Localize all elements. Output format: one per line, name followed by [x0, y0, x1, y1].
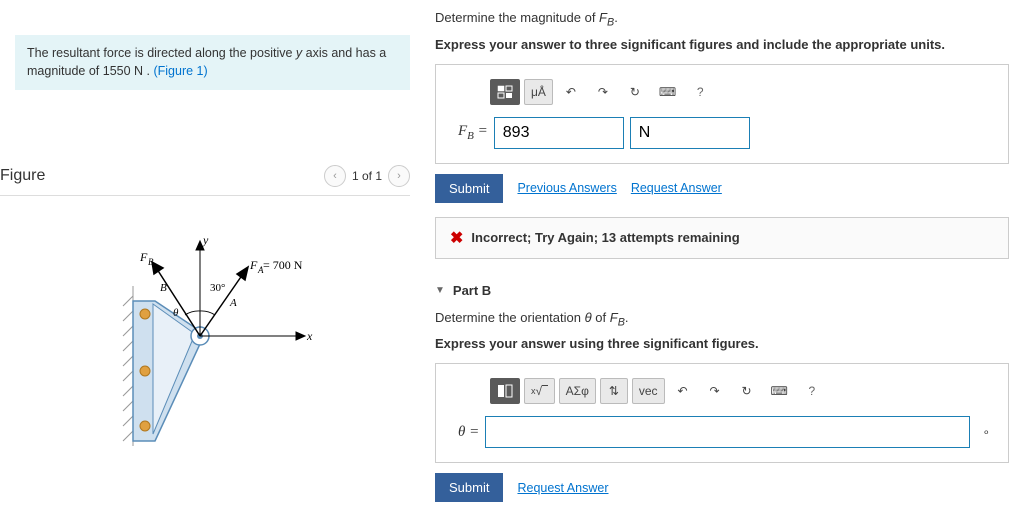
- help-button-b[interactable]: ?: [798, 378, 826, 404]
- figure-diagram: y x F A = 700 N 30° A F B B: [45, 216, 365, 466]
- help-button[interactable]: ?: [686, 79, 714, 105]
- partA-equation-row: FB =: [458, 117, 990, 149]
- partA-question1: Determine the magnitude of FB.: [435, 10, 1009, 29]
- redo-button[interactable]: ↷: [589, 79, 617, 105]
- pager-prev-button[interactable]: ‹: [324, 165, 346, 187]
- svg-text:x: x: [306, 329, 313, 343]
- partA-feedback: ✖ Incorrect; Try Again; 13 attempts rema…: [435, 217, 1009, 259]
- sqrt-button[interactable]: x√: [524, 378, 555, 404]
- undo-button-b[interactable]: ↶: [669, 378, 697, 404]
- svg-text:y: y: [202, 233, 209, 247]
- reset-button-b[interactable]: ↻: [733, 378, 761, 404]
- svg-text:B: B: [160, 282, 167, 294]
- svg-text:A: A: [229, 297, 237, 309]
- partB-value-input[interactable]: [485, 416, 970, 448]
- partA-submit-button[interactable]: Submit: [435, 174, 503, 203]
- svg-text:B: B: [148, 257, 154, 267]
- partB-answer-box: x√ ΑΣφ ⇅ vec ↶ ↷ ↻ ⌨ ? θ = ∘: [435, 363, 1009, 463]
- partB-request-answer-link[interactable]: Request Answer: [517, 481, 608, 495]
- vec-button[interactable]: vec: [632, 378, 665, 404]
- partB-question1: Determine the orientation θ of FB.: [435, 310, 1009, 329]
- caret-down-icon: ▼: [435, 285, 445, 296]
- pager-text: 1 of 1: [352, 169, 382, 183]
- partB-title: Part B: [453, 283, 491, 298]
- svg-text:F: F: [249, 258, 258, 272]
- partA-eq-label: FB =: [458, 123, 488, 142]
- reset-button[interactable]: ↻: [621, 79, 649, 105]
- given-suffix: .: [143, 64, 153, 78]
- partB-toolbar: x√ ΑΣφ ⇅ vec ↶ ↷ ↻ ⌨ ?: [490, 378, 990, 404]
- partA-previous-answers-link[interactable]: Previous Answers: [517, 181, 616, 195]
- figure-title: Figure: [0, 167, 324, 185]
- keyboard-button-b[interactable]: ⌨: [765, 378, 794, 404]
- partA-question2: Express your answer to three significant…: [435, 37, 1009, 52]
- svg-text:30°: 30°: [210, 282, 225, 294]
- partA-answer-box: μÅ ↶ ↷ ↻ ⌨ ? FB =: [435, 64, 1009, 164]
- figure-pager: ‹ 1 of 1 ›: [324, 165, 410, 187]
- keyboard-button[interactable]: ⌨: [653, 79, 682, 105]
- feedback-text: Incorrect; Try Again; 13 attempts remain…: [471, 230, 739, 245]
- figure-header: Figure ‹ 1 of 1 ›: [0, 165, 410, 196]
- partA-request-answer-link[interactable]: Request Answer: [631, 181, 722, 195]
- redo-button-b[interactable]: ↷: [701, 378, 729, 404]
- partB-header[interactable]: ▼ Part B: [435, 283, 1009, 298]
- undo-button[interactable]: ↶: [557, 79, 585, 105]
- partA-value-input[interactable]: [494, 117, 624, 149]
- partB-equation-row: θ = ∘: [458, 416, 990, 448]
- partA-toolbar: μÅ ↶ ↷ ↻ ⌨ ?: [490, 79, 990, 105]
- figure-link[interactable]: (Figure 1): [153, 64, 207, 78]
- given-unit: N: [134, 64, 143, 78]
- greek-button[interactable]: ΑΣφ: [559, 378, 596, 404]
- updown-button[interactable]: ⇅: [600, 378, 628, 404]
- pager-next-button[interactable]: ›: [388, 165, 410, 187]
- given-text: The resultant force is directed along th…: [27, 46, 296, 60]
- partA-units-input[interactable]: [630, 117, 750, 149]
- partB-submit-button[interactable]: Submit: [435, 473, 503, 502]
- svg-text:= 700 N: = 700 N: [263, 258, 303, 272]
- templates-button-b[interactable]: [490, 378, 520, 404]
- svg-text:F: F: [139, 250, 148, 264]
- partB-eq-label: θ =: [458, 424, 479, 441]
- incorrect-icon: ✖: [450, 228, 463, 248]
- partA-submit-row: Submit Previous Answers Request Answer: [435, 174, 1009, 203]
- svg-text:θ: θ: [173, 307, 179, 319]
- templates-button[interactable]: [490, 79, 520, 105]
- partB-submit-row: Submit Request Answer: [435, 473, 1009, 502]
- given-statement: The resultant force is directed along th…: [15, 35, 410, 90]
- units-button[interactable]: μÅ: [524, 79, 553, 105]
- partB-question2: Express your answer using three signific…: [435, 336, 1009, 351]
- degree-unit: ∘: [982, 425, 990, 439]
